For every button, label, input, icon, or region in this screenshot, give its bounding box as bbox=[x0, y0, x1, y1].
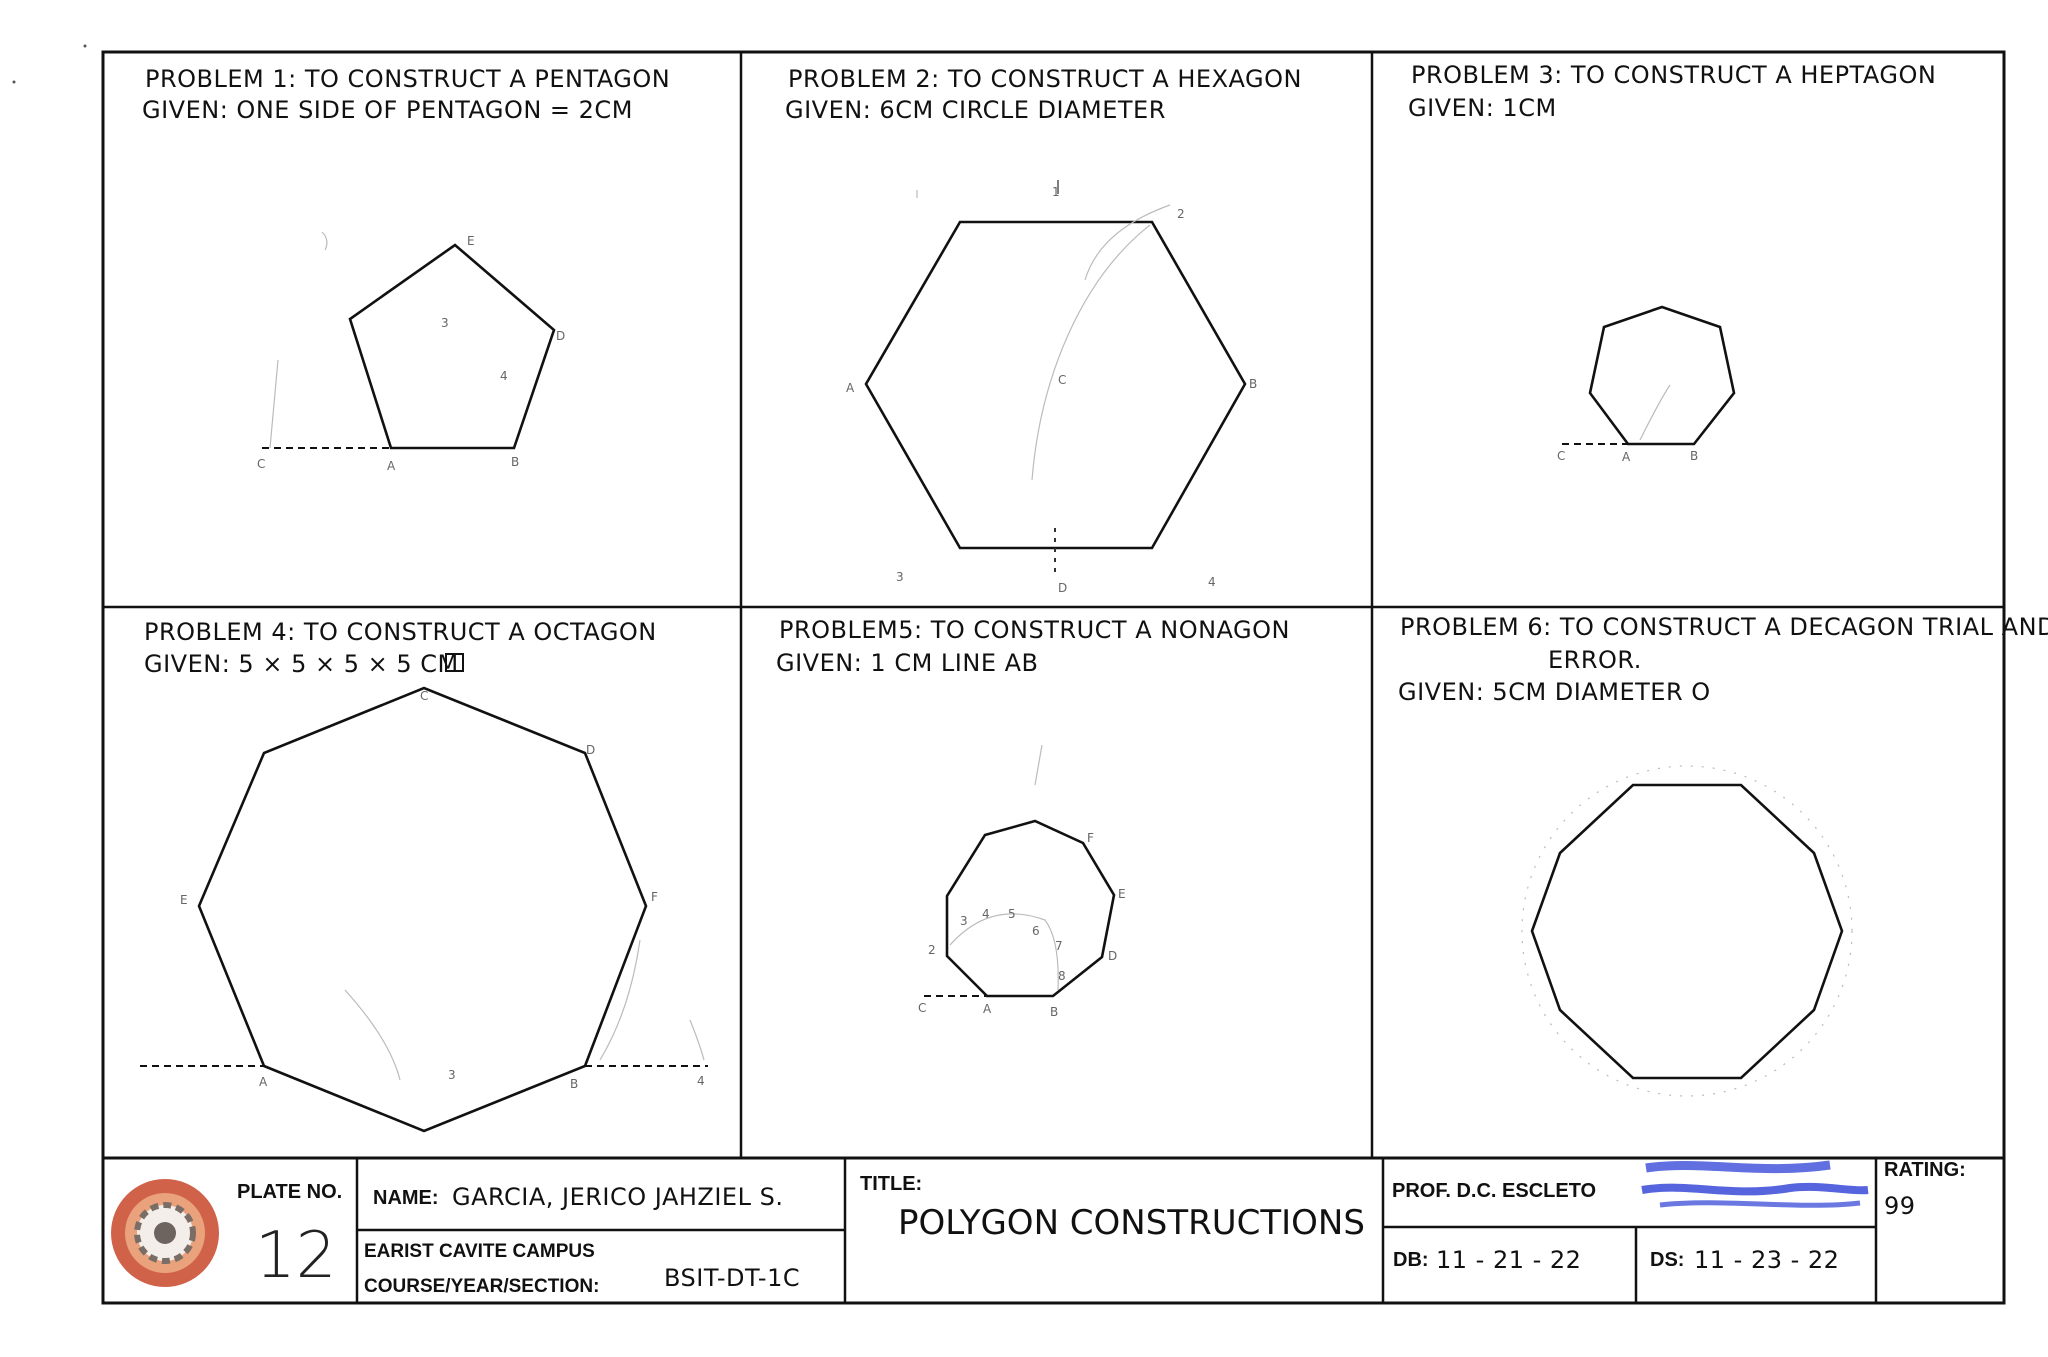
pentagon-label-a: A bbox=[387, 459, 396, 473]
name-label: NAME: bbox=[373, 1187, 439, 1209]
campus-label: EARIST CAVITE CAMPUS bbox=[364, 1241, 595, 1262]
db-date: 11 - 21 - 22 bbox=[1436, 1246, 1581, 1274]
course-value: BSIT-DT-1C bbox=[664, 1264, 800, 1292]
hexagon-label-a: A bbox=[846, 381, 855, 395]
nonagon-label-3: 3 bbox=[960, 914, 968, 928]
nonagon-label-8: 8 bbox=[1058, 969, 1066, 983]
octagon-label-a: A bbox=[259, 1075, 268, 1089]
nonagon-drawing bbox=[924, 744, 1116, 998]
octagon-drawing bbox=[140, 686, 708, 1133]
plate-number: 12 bbox=[255, 1219, 336, 1293]
nonagon-label-2: 2 bbox=[928, 943, 936, 957]
title-label: TITLE: bbox=[860, 1173, 922, 1195]
problem-3-title: PROBLEM 3: TO CONSTRUCT A HEPTAGON bbox=[1411, 61, 1936, 89]
ds-date: 11 - 23 - 22 bbox=[1694, 1246, 1839, 1274]
octagon-label-4: 4 bbox=[697, 1074, 705, 1088]
heptagon-label-a: A bbox=[1622, 450, 1631, 464]
octagon-label-f: F bbox=[651, 890, 658, 904]
drawing-title: POLYGON CONSTRUCTIONS bbox=[898, 1203, 1365, 1243]
ds-label: DS: bbox=[1650, 1249, 1684, 1271]
nonagon-label-6: 6 bbox=[1032, 924, 1040, 938]
hexagon-label-3: 3 bbox=[896, 570, 904, 584]
nonagon-label-4: 4 bbox=[982, 907, 990, 921]
problem-2-given: GIVEN: 6CM CIRCLE DIAMETER bbox=[785, 96, 1166, 124]
pentagon-label-3: 3 bbox=[441, 316, 449, 330]
hexagon-label-2: 2 bbox=[1177, 207, 1185, 221]
pentagon-label-d: D bbox=[556, 329, 565, 343]
pentagon-label-4: 4 bbox=[500, 369, 508, 383]
earist-logo bbox=[111, 1179, 219, 1287]
heptagon-label-c: C bbox=[1557, 449, 1565, 463]
problem-1-title: PROBLEM 1: TO CONSTRUCT A PENTAGON bbox=[145, 65, 670, 93]
octagon-label-e: E bbox=[180, 893, 188, 907]
decagon-drawing bbox=[1521, 765, 1853, 1097]
pentagon-label-c: C bbox=[257, 457, 265, 471]
nonagon-label-f: F bbox=[1087, 831, 1094, 845]
nonagon-label-7: 7 bbox=[1055, 939, 1063, 953]
sheet-border bbox=[101, 50, 2006, 1305]
rating-value: 99 bbox=[1884, 1192, 1916, 1220]
problem-5-given: GIVEN: 1 CM LINE AB bbox=[776, 649, 1039, 677]
nonagon-label-e: E bbox=[1118, 887, 1126, 901]
pentagon-drawing bbox=[262, 231, 556, 450]
problem-5-title: PROBLEM5: TO CONSTRUCT A NONAGON bbox=[779, 616, 1290, 644]
nonagon-label-5: 5 bbox=[1008, 907, 1016, 921]
db-label: DB: bbox=[1393, 1249, 1429, 1271]
square-symbol-icon bbox=[445, 653, 464, 672]
octagon-label-d: D bbox=[586, 743, 595, 757]
problem-2-title: PROBLEM 2: TO CONSTRUCT A HEXAGON bbox=[788, 65, 1302, 93]
rating-label: RATING: bbox=[1884, 1159, 1966, 1181]
problem-6-title-line2: ERROR. bbox=[1548, 646, 1642, 674]
problem-6-given: GIVEN: 5CM DIAMETER O bbox=[1398, 678, 1711, 706]
plate-label: PLATE NO. bbox=[237, 1181, 342, 1203]
problem-3-given: GIVEN: 1CM bbox=[1408, 94, 1557, 122]
nonagon-label-d: D bbox=[1108, 949, 1117, 963]
hexagon-label-4: 4 bbox=[1208, 575, 1216, 589]
course-label: COURSE/YEAR/SECTION: bbox=[364, 1276, 599, 1297]
professor-name: PROF. D.C. ESCLETO bbox=[1392, 1180, 1596, 1202]
pentagon-label-e: E bbox=[467, 234, 475, 248]
octagon-label-c: C bbox=[420, 689, 428, 703]
octagon-label-b: B bbox=[570, 1077, 578, 1091]
problem-6-title: PROBLEM 6: TO CONSTRUCT A DECAGON TRIAL … bbox=[1400, 613, 2048, 641]
pentagon-label-b: B bbox=[511, 455, 519, 469]
heptagon-drawing bbox=[1562, 305, 1736, 446]
nonagon-label-a: A bbox=[983, 1002, 992, 1016]
signature bbox=[1641, 1160, 1869, 1208]
problem-4-title: PROBLEM 4: TO CONSTRUCT A OCTAGON bbox=[144, 618, 657, 646]
hexagon-drawing bbox=[864, 180, 1247, 578]
nonagon-label-c: C bbox=[918, 1001, 926, 1015]
heptagon-label-b: B bbox=[1690, 449, 1698, 463]
octagon-label-3: 3 bbox=[448, 1068, 456, 1082]
hexagon-label-1: 1 bbox=[1052, 185, 1060, 199]
hexagon-label-c: C bbox=[1058, 373, 1066, 387]
problem-1-given: GIVEN: ONE SIDE OF PENTAGON = 2CM bbox=[142, 96, 633, 124]
title-block bbox=[355, 1158, 1878, 1303]
name-value: GARCIA, JERICO JAHZIEL S. bbox=[452, 1183, 783, 1211]
problem-4-given: GIVEN: 5 × 5 × 5 × 5 CM bbox=[144, 650, 459, 678]
hexagon-label-d: D bbox=[1058, 581, 1067, 595]
nonagon-label-b: B bbox=[1050, 1005, 1058, 1019]
hexagon-label-b: B bbox=[1249, 377, 1257, 391]
